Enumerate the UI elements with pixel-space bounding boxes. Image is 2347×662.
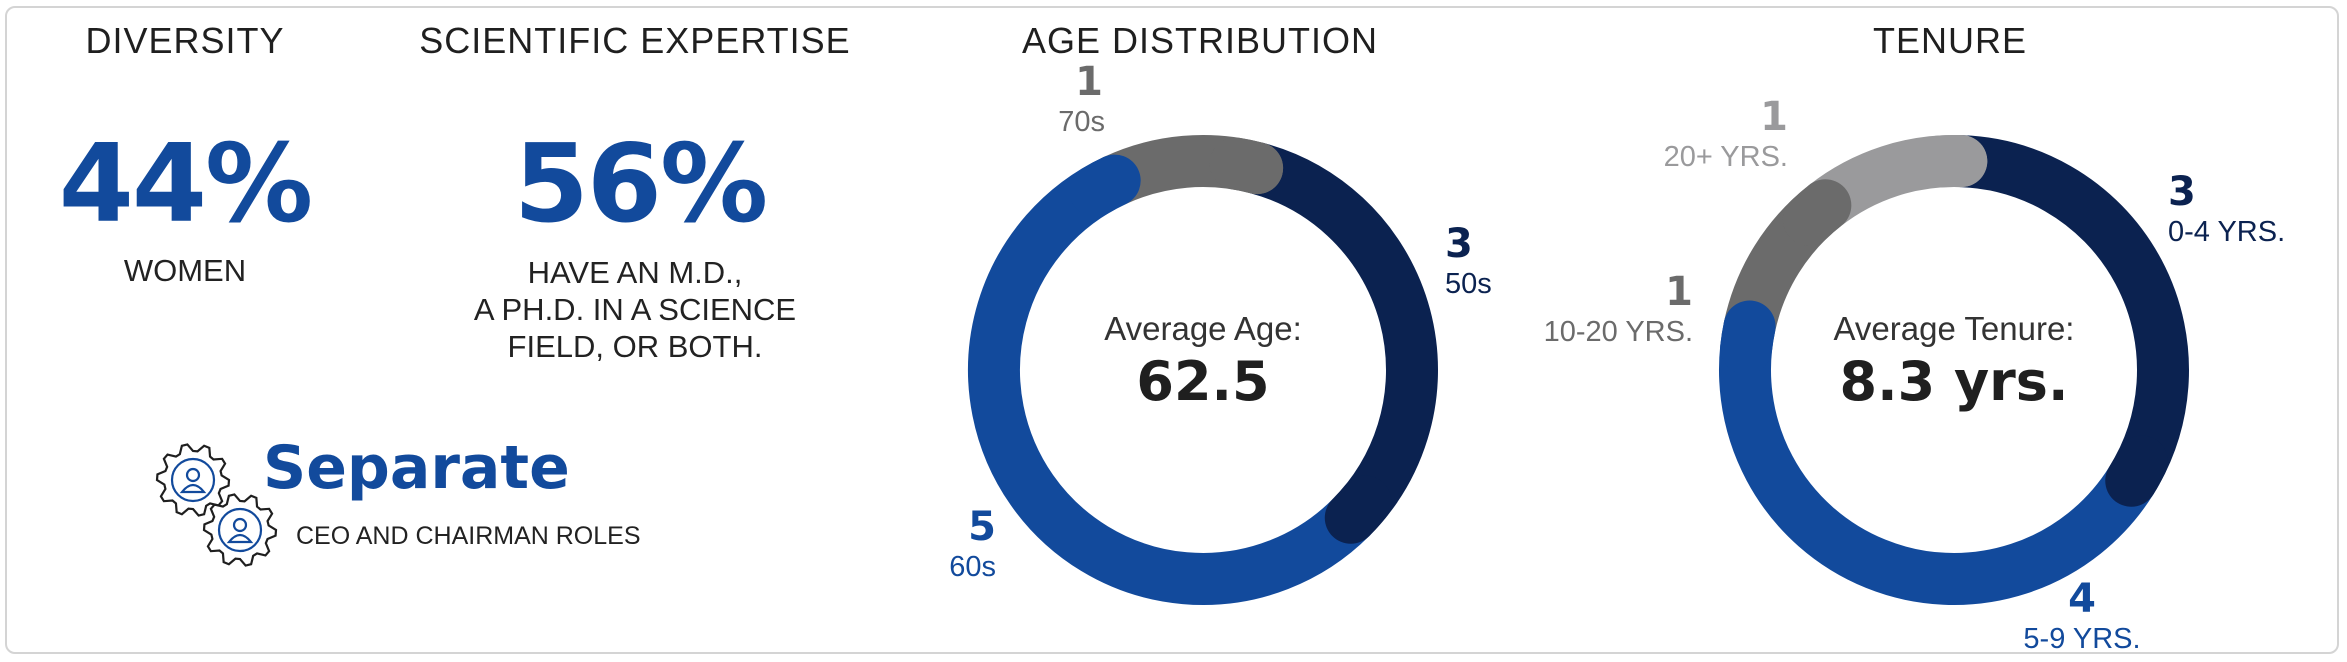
donut-slice-cap-3 <box>1913 135 1988 188</box>
slice-label-1: 60s <box>949 551 996 583</box>
slice-label-2: 10-20 YRS. <box>1544 316 1693 348</box>
expertise-line-3: FIELD, OR BOTH. <box>507 329 763 364</box>
slice-count-2: 1 <box>1665 269 1693 315</box>
diversity-value: 44% <box>58 122 314 247</box>
roles-subtitle: CEO AND CHAIRMAN ROLES <box>296 522 641 550</box>
slice-count-1: 5 <box>968 504 996 550</box>
slice-label-1: 5-9 YRS. <box>2023 623 2140 655</box>
panel-frame <box>5 6 2339 654</box>
donut-slice-0 <box>1935 135 2189 507</box>
slice-label-3: 20+ YRS. <box>1664 141 1788 173</box>
slice-label-0: 0-4 YRS. <box>2168 216 2285 248</box>
center-value: 8.3 yrs. <box>1840 350 2069 413</box>
donut-slice-1 <box>968 154 1377 605</box>
slice-count-1: 4 <box>2068 576 2096 622</box>
center-label: Average Age: <box>1104 310 1302 347</box>
slice-label-0: 50s <box>1445 268 1492 300</box>
slice-count-0: 3 <box>1445 221 1473 267</box>
expertise-value: 56% <box>513 122 769 247</box>
donut-slice-0 <box>1231 142 1438 544</box>
slice-count-2: 1 <box>1075 59 1103 105</box>
expertise-heading: SCIENTIFIC EXPERTISE <box>419 20 851 61</box>
roles-title: Separate <box>263 433 570 503</box>
donut-slice-cap-2 <box>1209 137 1284 195</box>
expertise-line-1: HAVE AN M.D., <box>527 255 743 290</box>
age-chart-title: AGE DISTRIBUTION <box>1021 20 1379 61</box>
expertise-line-2: A PH.D. IN A SCIENCE <box>473 292 797 327</box>
gears-people-icon <box>155 443 278 567</box>
donut-slice-cap-2 <box>1782 179 1852 246</box>
donut-slice-cap-0 <box>2105 435 2168 507</box>
donut-slice-cap-0 <box>1324 475 1392 544</box>
donut-slice-cap-1 <box>1720 300 1776 375</box>
center-label: Average Tenure: <box>1834 310 2075 347</box>
center-value: 62.5 <box>1136 350 1269 413</box>
tenure-chart-title: TENURE <box>1872 20 2027 61</box>
slice-count-0: 3 <box>2168 169 2196 215</box>
donut-slice-1 <box>1719 300 2158 605</box>
slice-label-2: 70s <box>1058 106 1105 138</box>
diversity-heading: DIVERSITY <box>85 20 285 61</box>
diversity-label: WOMEN <box>123 253 247 288</box>
donut-slice-cap-1 <box>1069 154 1141 217</box>
slice-count-3: 1 <box>1760 94 1788 140</box>
